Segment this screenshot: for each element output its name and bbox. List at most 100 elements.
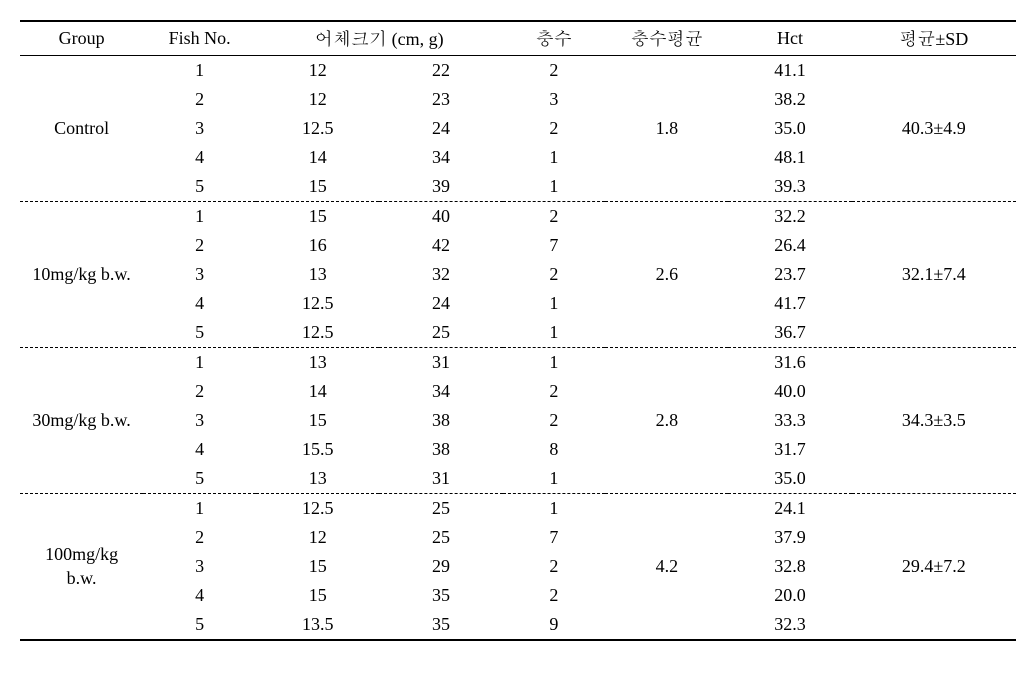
cell-size-g: 35 xyxy=(379,610,502,640)
cell-count: 2 xyxy=(503,552,606,581)
cell-fish-no: 2 xyxy=(143,377,256,406)
cell-size-cm: 12 xyxy=(256,56,379,86)
table-body: Control1122221.841.140.3±4.921223338.231… xyxy=(20,56,1016,641)
cell-fish-no: 2 xyxy=(143,231,256,260)
cell-fish-no: 1 xyxy=(143,348,256,378)
cell-size-cm: 12 xyxy=(256,85,379,114)
cell-hct: 32.3 xyxy=(728,610,851,640)
cell-count: 2 xyxy=(503,260,606,289)
cell-size-cm: 13 xyxy=(256,464,379,494)
cell-count: 1 xyxy=(503,318,606,348)
cell-hct: 39.3 xyxy=(728,172,851,202)
cell-fish-no: 4 xyxy=(143,289,256,318)
cell-count: 3 xyxy=(503,85,606,114)
cell-hct: 33.3 xyxy=(728,406,851,435)
table-header-row: Group Fish No. 어체크기 (cm, g) 충수 충수평균 Hct … xyxy=(20,21,1016,56)
cell-fish-no: 4 xyxy=(143,581,256,610)
cell-fish-no: 4 xyxy=(143,435,256,464)
cell-size-cm: 12.5 xyxy=(256,289,379,318)
cell-group-label: 10mg/kg b.w. xyxy=(20,202,143,348)
col-header-body-size: 어체크기 (cm, g) xyxy=(256,21,502,56)
col-header-group: Group xyxy=(20,21,143,56)
col-header-mean-sd: 평균±SD xyxy=(852,21,1016,56)
cell-size-g: 40 xyxy=(379,202,502,232)
cell-count: 1 xyxy=(503,348,606,378)
cell-size-cm: 15 xyxy=(256,552,379,581)
col-header-fish-no: Fish No. xyxy=(143,21,256,56)
table-row: 100mg/kg b.w.112.52514.224.129.4±7.2 xyxy=(20,494,1016,524)
cell-size-g: 31 xyxy=(379,348,502,378)
cell-hct: 38.2 xyxy=(728,85,851,114)
cell-hct: 37.9 xyxy=(728,523,851,552)
cell-size-g: 23 xyxy=(379,85,502,114)
cell-size-g: 38 xyxy=(379,435,502,464)
table-row: 30mg/kg b.w.1133112.831.634.3±3.5 xyxy=(20,348,1016,378)
cell-fish-no: 4 xyxy=(143,143,256,172)
cell-count: 9 xyxy=(503,610,606,640)
cell-count: 2 xyxy=(503,581,606,610)
cell-hct: 20.0 xyxy=(728,581,851,610)
cell-count: 1 xyxy=(503,143,606,172)
cell-hct: 41.1 xyxy=(728,56,851,86)
col-header-count-avg: 충수평균 xyxy=(605,21,728,56)
cell-fish-no: 2 xyxy=(143,85,256,114)
cell-count-avg: 2.8 xyxy=(605,348,728,494)
cell-hct: 32.8 xyxy=(728,552,851,581)
cell-size-g: 25 xyxy=(379,318,502,348)
cell-size-g: 34 xyxy=(379,377,502,406)
col-header-count: 충수 xyxy=(503,21,606,56)
cell-hct: 41.7 xyxy=(728,289,851,318)
cell-fish-no: 1 xyxy=(143,494,256,524)
cell-hct: 23.7 xyxy=(728,260,851,289)
cell-fish-no: 5 xyxy=(143,318,256,348)
cell-hct: 31.7 xyxy=(728,435,851,464)
cell-size-g: 35 xyxy=(379,581,502,610)
table-row: Control1122221.841.140.3±4.9 xyxy=(20,56,1016,86)
cell-fish-no: 3 xyxy=(143,114,256,143)
cell-size-g: 39 xyxy=(379,172,502,202)
cell-hct: 35.0 xyxy=(728,464,851,494)
cell-group-label: Control xyxy=(20,56,143,202)
cell-fish-no: 1 xyxy=(143,202,256,232)
cell-count: 1 xyxy=(503,172,606,202)
col-header-hct: Hct xyxy=(728,21,851,56)
cell-size-g: 31 xyxy=(379,464,502,494)
cell-count: 8 xyxy=(503,435,606,464)
cell-size-g: 25 xyxy=(379,523,502,552)
cell-size-cm: 13 xyxy=(256,260,379,289)
cell-count: 1 xyxy=(503,464,606,494)
cell-count: 7 xyxy=(503,231,606,260)
cell-size-cm: 16 xyxy=(256,231,379,260)
cell-hct: 48.1 xyxy=(728,143,851,172)
cell-hct: 31.6 xyxy=(728,348,851,378)
cell-size-cm: 12.5 xyxy=(256,318,379,348)
cell-count: 2 xyxy=(503,406,606,435)
cell-size-cm: 15 xyxy=(256,406,379,435)
cell-count: 2 xyxy=(503,114,606,143)
cell-size-cm: 14 xyxy=(256,143,379,172)
cell-size-cm: 12.5 xyxy=(256,494,379,524)
cell-count: 7 xyxy=(503,523,606,552)
cell-fish-no: 3 xyxy=(143,552,256,581)
cell-size-g: 34 xyxy=(379,143,502,172)
cell-count: 1 xyxy=(503,494,606,524)
cell-size-cm: 14 xyxy=(256,377,379,406)
cell-hct: 40.0 xyxy=(728,377,851,406)
cell-group-label: 100mg/kg b.w. xyxy=(20,494,143,641)
cell-size-g: 38 xyxy=(379,406,502,435)
cell-hct: 32.2 xyxy=(728,202,851,232)
cell-fish-no: 3 xyxy=(143,406,256,435)
cell-mean-sd: 40.3±4.9 xyxy=(852,56,1016,202)
cell-mean-sd: 29.4±7.2 xyxy=(852,494,1016,641)
cell-size-cm: 15 xyxy=(256,172,379,202)
cell-count: 1 xyxy=(503,289,606,318)
cell-fish-no: 5 xyxy=(143,172,256,202)
cell-count-avg: 1.8 xyxy=(605,56,728,202)
cell-hct: 36.7 xyxy=(728,318,851,348)
cell-hct: 24.1 xyxy=(728,494,851,524)
cell-size-cm: 12.5 xyxy=(256,114,379,143)
cell-size-g: 22 xyxy=(379,56,502,86)
cell-size-cm: 15 xyxy=(256,581,379,610)
cell-size-cm: 12 xyxy=(256,523,379,552)
cell-group-label: 30mg/kg b.w. xyxy=(20,348,143,494)
